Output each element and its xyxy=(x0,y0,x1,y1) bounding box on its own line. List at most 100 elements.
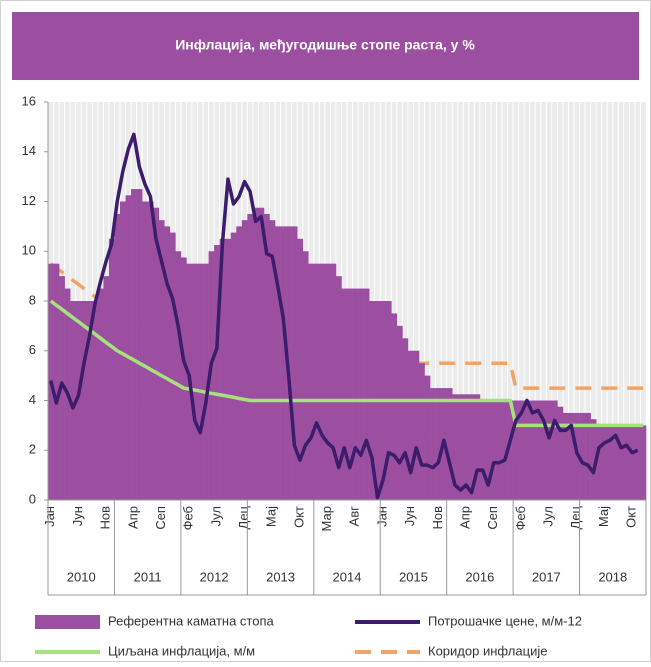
bar xyxy=(590,419,597,500)
bar xyxy=(457,394,464,500)
bar xyxy=(507,400,514,500)
y-tick-label: 12 xyxy=(22,193,36,208)
x-tick-label: Нов xyxy=(98,506,113,530)
bar xyxy=(618,425,625,500)
bar xyxy=(640,425,647,500)
bar xyxy=(540,400,547,500)
bar xyxy=(180,257,187,500)
bar xyxy=(418,363,425,500)
bar xyxy=(125,195,132,500)
bar xyxy=(585,412,591,500)
bar xyxy=(297,238,304,500)
x-tick-label: Дец xyxy=(568,505,583,529)
year-label: 2011 xyxy=(134,569,162,584)
y-tick-label: 4 xyxy=(29,392,36,407)
year-label: 2017 xyxy=(532,569,561,584)
x-tick-label: Сеп xyxy=(485,506,500,530)
bar xyxy=(197,263,204,500)
bar xyxy=(524,400,531,500)
bar xyxy=(86,301,93,500)
bar xyxy=(214,245,220,500)
bar xyxy=(114,213,121,500)
bar xyxy=(164,226,171,500)
bar xyxy=(402,338,409,500)
bar xyxy=(424,375,431,500)
y-tick-label: 0 xyxy=(29,491,36,506)
year-label: 2015 xyxy=(399,569,428,584)
bar xyxy=(407,350,414,500)
line xyxy=(49,132,639,500)
bar xyxy=(496,400,503,500)
bar xyxy=(391,313,398,500)
bar xyxy=(430,388,436,500)
legend-label: Потрошачке цене, м/м-12 xyxy=(428,613,582,628)
bar xyxy=(280,226,287,500)
bar xyxy=(208,251,215,500)
bar xyxy=(75,301,82,500)
x-tick-label: Јан xyxy=(42,506,57,527)
bar xyxy=(463,394,470,500)
legend-swatch xyxy=(35,615,100,629)
bar xyxy=(258,207,265,500)
y-tick-label: 6 xyxy=(29,342,36,357)
x-tick-label: Јул xyxy=(208,506,223,526)
bar xyxy=(142,201,148,500)
bar xyxy=(131,189,137,500)
year-label: 2016 xyxy=(465,569,494,584)
bar xyxy=(596,425,603,500)
bar xyxy=(291,226,298,500)
legend-label: Референтна каматна стопа xyxy=(108,613,275,628)
bar xyxy=(607,425,614,500)
bar xyxy=(518,400,525,500)
bar xyxy=(413,350,420,500)
x-tick-label: Сеп xyxy=(153,506,168,530)
bar xyxy=(330,263,337,500)
y-tick-label: 16 xyxy=(22,93,36,108)
bar xyxy=(341,288,348,500)
year-label: 2014 xyxy=(333,569,362,584)
bar xyxy=(535,400,542,500)
x-tick-label: Окт xyxy=(624,506,639,528)
y-tick-label: 2 xyxy=(29,442,36,457)
bar xyxy=(446,388,453,500)
bar xyxy=(53,263,60,500)
bar xyxy=(529,400,536,500)
x-tick-label: Јан xyxy=(374,506,389,527)
bar xyxy=(352,288,359,500)
bar xyxy=(70,301,76,500)
bar xyxy=(191,263,198,500)
bar xyxy=(358,288,364,500)
bar xyxy=(601,425,608,500)
x-tick-label: Феб xyxy=(513,506,528,530)
x-tick-label: Јул xyxy=(541,506,556,526)
title-bar xyxy=(12,12,639,80)
bar xyxy=(479,400,486,500)
year-label: 2012 xyxy=(200,569,229,584)
bar xyxy=(623,425,630,500)
bar xyxy=(175,251,182,500)
bar xyxy=(435,388,442,500)
bar xyxy=(252,207,259,500)
bar xyxy=(634,425,641,500)
bar xyxy=(225,238,232,500)
bar xyxy=(103,276,110,500)
x-tick-label: Окт xyxy=(291,506,306,528)
bar xyxy=(546,400,553,500)
bar xyxy=(241,220,248,500)
bar xyxy=(468,394,475,500)
x-tick-label: Мај xyxy=(264,506,279,527)
bar xyxy=(302,251,309,500)
x-tick-label: Апр xyxy=(125,506,140,529)
bar xyxy=(551,400,558,500)
year-label: 2018 xyxy=(598,569,627,584)
bar xyxy=(363,288,370,500)
bar xyxy=(147,201,154,500)
chart-title: Инфлација, међугодишње стопе раста, у % xyxy=(175,37,475,53)
bar xyxy=(568,412,575,500)
bar xyxy=(97,288,104,500)
bar xyxy=(81,301,88,500)
y-tick-label: 8 xyxy=(29,292,36,307)
bar xyxy=(562,412,569,500)
bar xyxy=(203,263,209,500)
bar xyxy=(490,400,497,500)
